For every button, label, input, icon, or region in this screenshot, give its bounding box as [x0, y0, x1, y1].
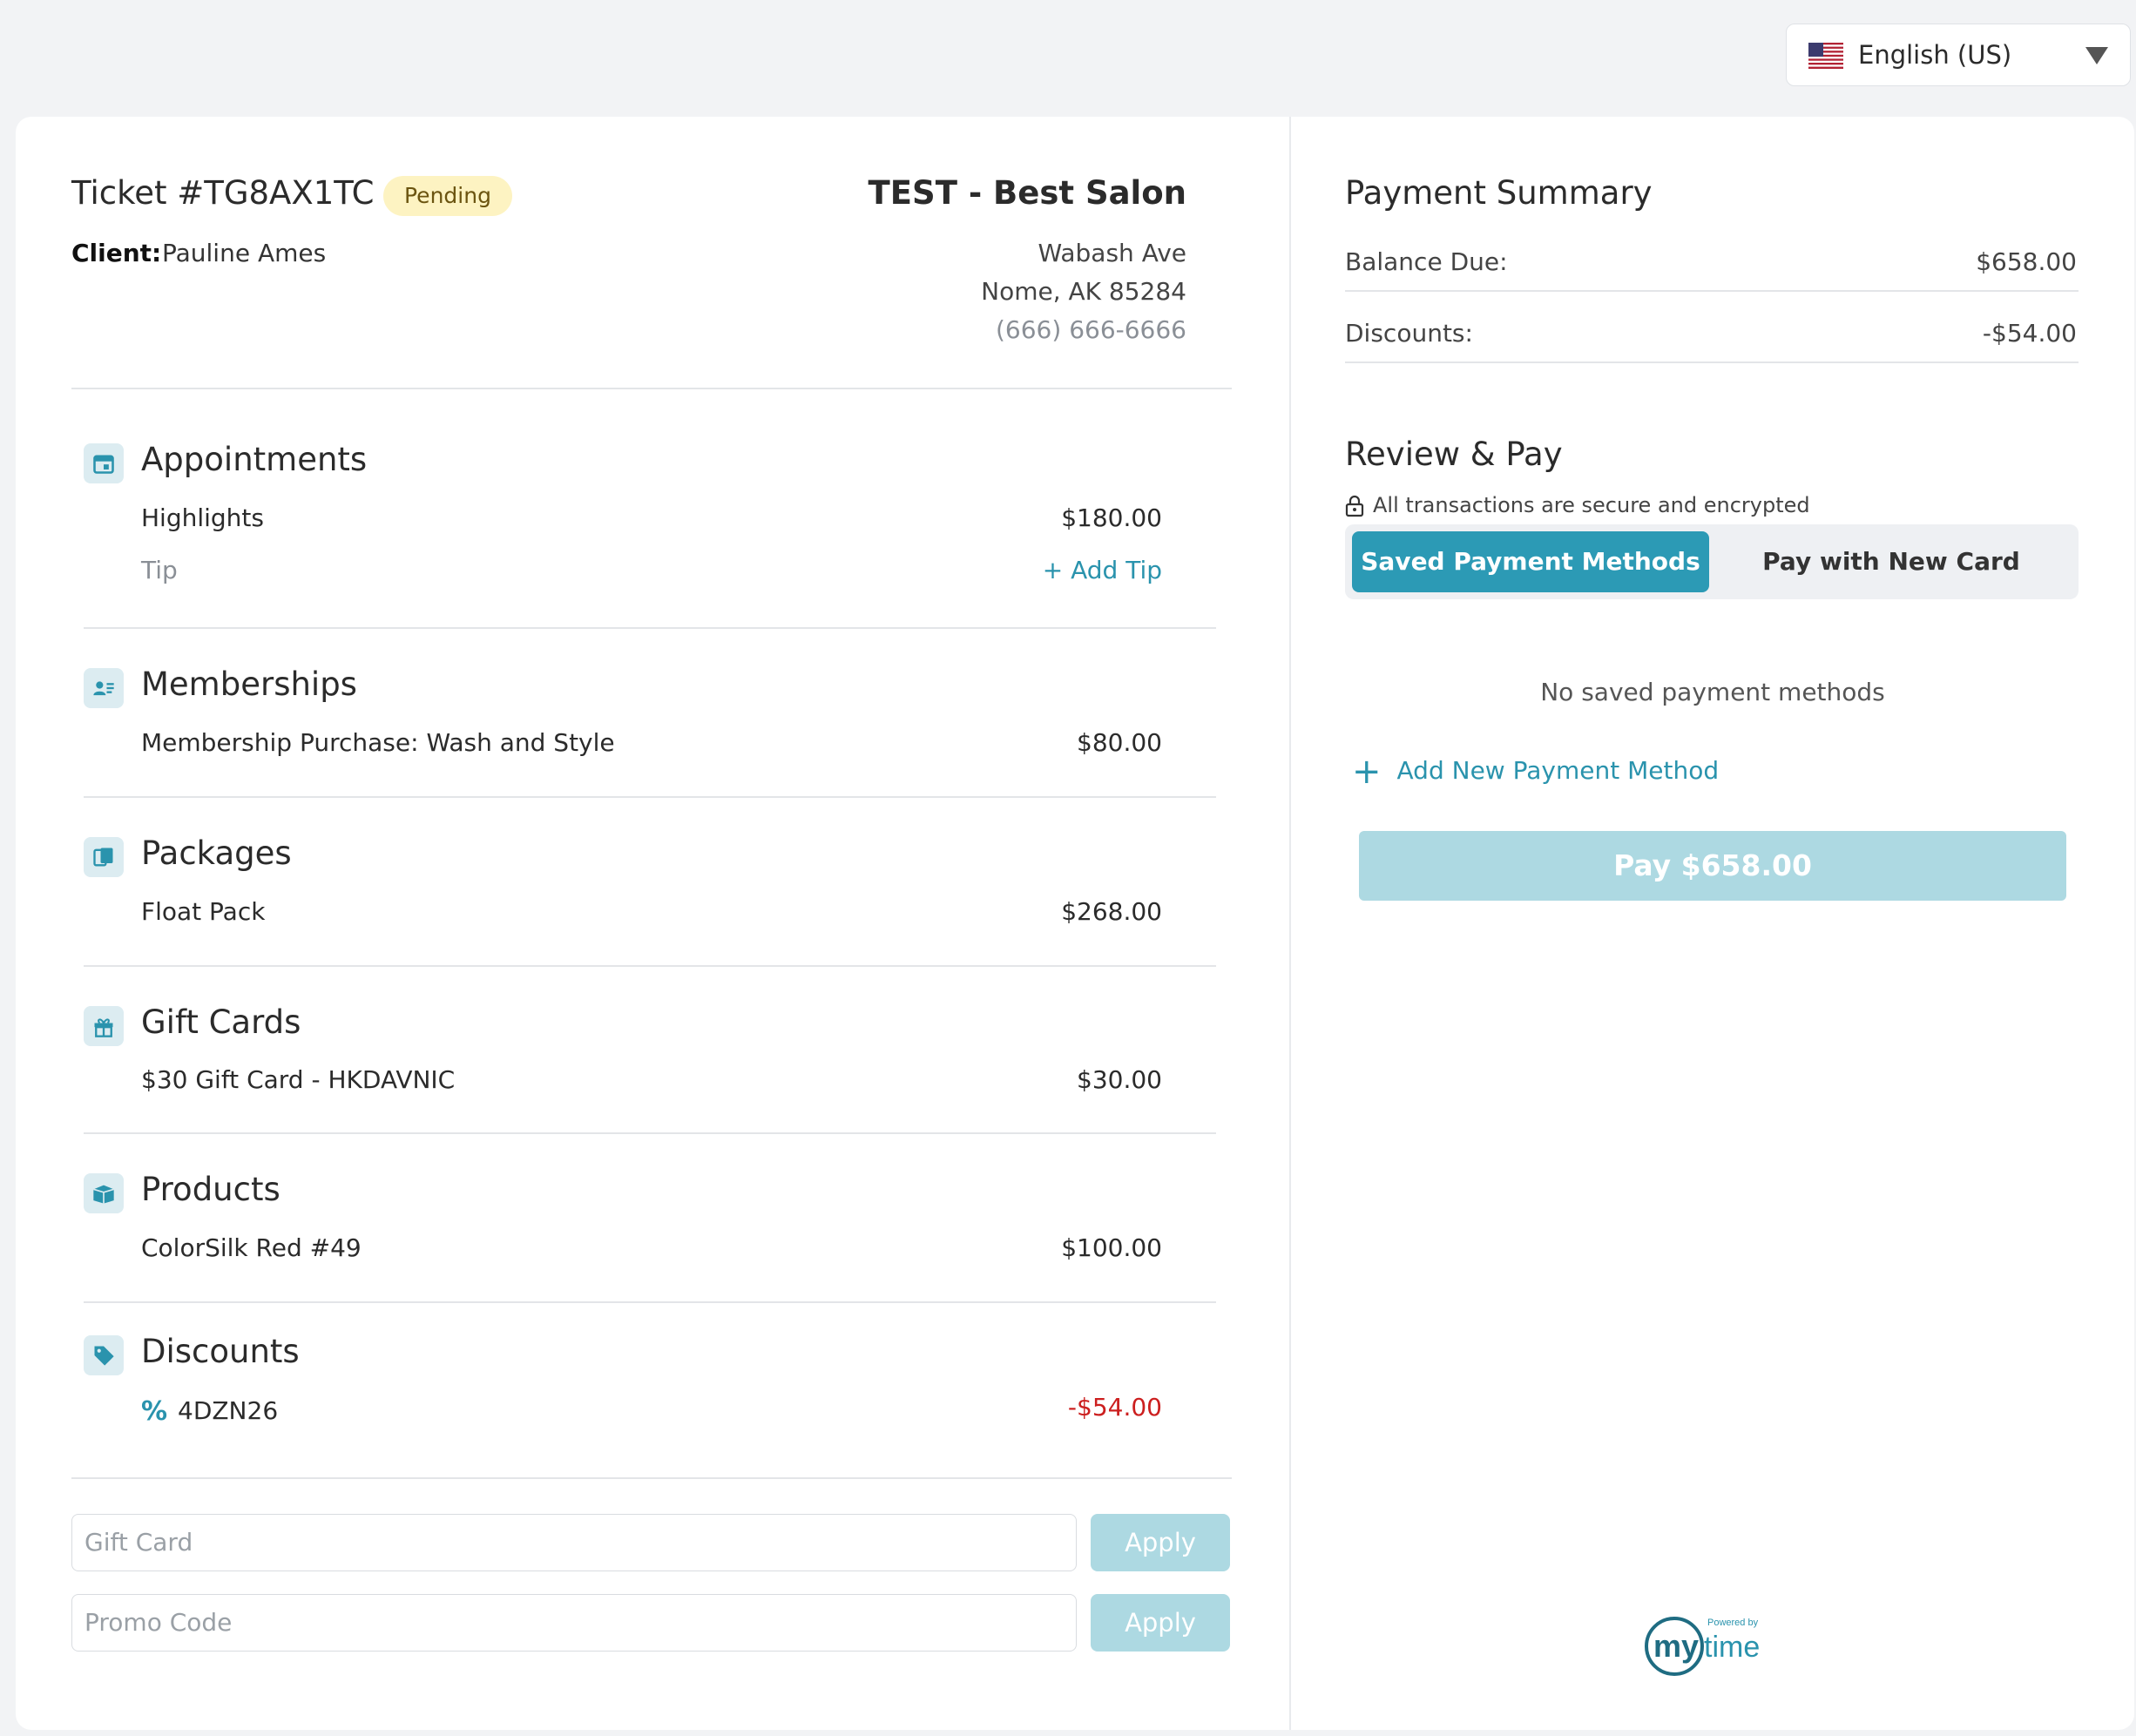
svg-text:Powered by: Powered by — [1707, 1618, 1759, 1628]
ticket-card: Ticket #TG8AX1TC Pending Client: Pauline… — [16, 117, 1289, 1730]
package-icon — [84, 837, 124, 877]
percent-icon: % — [141, 1396, 168, 1427]
tab-saved-payment-methods[interactable]: Saved Payment Methods — [1352, 531, 1709, 592]
language-label: English (US) — [1858, 40, 2012, 70]
gift-card-item: $30 Gift Card - HKDAVNIC — [141, 1065, 456, 1094]
language-selector[interactable]: English (US) — [1786, 24, 2131, 86]
lock-icon — [1345, 495, 1364, 517]
gift-card-price: $30.00 — [1077, 1065, 1162, 1094]
product-item: ColorSilk Red #49 — [141, 1233, 362, 1262]
client-name: Pauline Ames — [162, 239, 327, 267]
payment-summary-title: Payment Summary — [1345, 174, 1653, 212]
add-tip-link[interactable]: + Add Tip — [1042, 556, 1162, 584]
divider — [84, 965, 1216, 967]
plus-icon: + — [1352, 752, 1382, 792]
divider — [84, 627, 1216, 629]
box-icon — [84, 1173, 124, 1213]
gift-icon — [84, 1006, 124, 1046]
discounts-label: Discounts: — [1345, 319, 1473, 348]
payment-card: Payment Summary Balance Due: $658.00 Dis… — [1289, 117, 2134, 1730]
add-payment-method-link[interactable]: + Add New Payment Method — [1352, 752, 1720, 792]
payment-method-tabs: Saved Payment Methods Pay with New Card — [1345, 524, 2079, 599]
divider — [1345, 361, 2079, 363]
appointment-item: Highlights — [141, 503, 264, 532]
appointments-title: Appointments — [141, 441, 368, 478]
promo-code-input[interactable]: Promo Code — [71, 1594, 1077, 1652]
divider — [1345, 290, 2079, 292]
svg-text:my: my — [1653, 1628, 1699, 1664]
packages-title: Packages — [141, 834, 292, 872]
discounts-title: Discounts — [141, 1333, 300, 1370]
product-price: $100.00 — [1061, 1233, 1162, 1262]
apply-gift-card-button[interactable]: Apply — [1091, 1514, 1230, 1571]
salon-name: TEST - Best Salon — [868, 174, 1186, 212]
memberships-title: Memberships — [141, 665, 357, 703]
divider — [71, 388, 1232, 389]
salon-street: Wabash Ave — [1038, 239, 1186, 267]
divider — [71, 1477, 1232, 1479]
svg-text:time: time — [1704, 1631, 1760, 1664]
discount-amount: -$54.00 — [1067, 1393, 1162, 1422]
mytime-logo: my time Powered by — [1645, 1617, 1760, 1676]
gift-card-input[interactable]: Gift Card — [71, 1514, 1077, 1571]
balance-due-label: Balance Due: — [1345, 247, 1508, 276]
divider — [84, 796, 1216, 798]
secure-note: All transactions are secure and encrypte… — [1345, 493, 1810, 517]
package-item: Float Pack — [141, 897, 266, 926]
ticket-title: Ticket #TG8AX1TC — [71, 174, 375, 212]
appointment-price: $180.00 — [1061, 503, 1162, 532]
membership-price: $80.00 — [1077, 728, 1162, 757]
balance-due-value: $658.00 — [1976, 247, 2077, 276]
tab-pay-with-new-card[interactable]: Pay with New Card — [1762, 547, 2020, 576]
discounts-value: -$54.00 — [1982, 319, 2077, 348]
salon-phone: (666) 666-6666 — [996, 315, 1186, 344]
chevron-down-icon — [2085, 47, 2108, 64]
secure-text: All transactions are secure and encrypte… — [1373, 493, 1810, 517]
apply-promo-code-button[interactable]: Apply — [1091, 1594, 1230, 1652]
package-price: $268.00 — [1061, 897, 1162, 926]
us-flag-icon — [1808, 43, 1843, 69]
divider — [84, 1132, 1216, 1134]
products-title: Products — [141, 1171, 281, 1208]
membership-item: Membership Purchase: Wash and Style — [141, 728, 615, 757]
membership-card-icon — [84, 668, 124, 708]
client-label: Client: — [71, 239, 162, 267]
discount-code: 4DZN26 — [178, 1396, 279, 1425]
salon-city: Nome, AK 85284 — [981, 277, 1186, 306]
tag-icon — [84, 1335, 124, 1375]
pay-button[interactable]: Pay $658.00 — [1359, 831, 2066, 901]
status-badge: Pending — [383, 176, 512, 216]
tip-label: Tip — [141, 556, 178, 584]
review-pay-title: Review & Pay — [1345, 436, 1563, 473]
add-payment-method-label: Add New Payment Method — [1396, 756, 1720, 785]
gift-cards-title: Gift Cards — [141, 1003, 301, 1041]
divider — [84, 1301, 1216, 1303]
no-saved-methods-text: No saved payment methods — [1540, 678, 1885, 706]
calendar-icon — [84, 443, 124, 483]
